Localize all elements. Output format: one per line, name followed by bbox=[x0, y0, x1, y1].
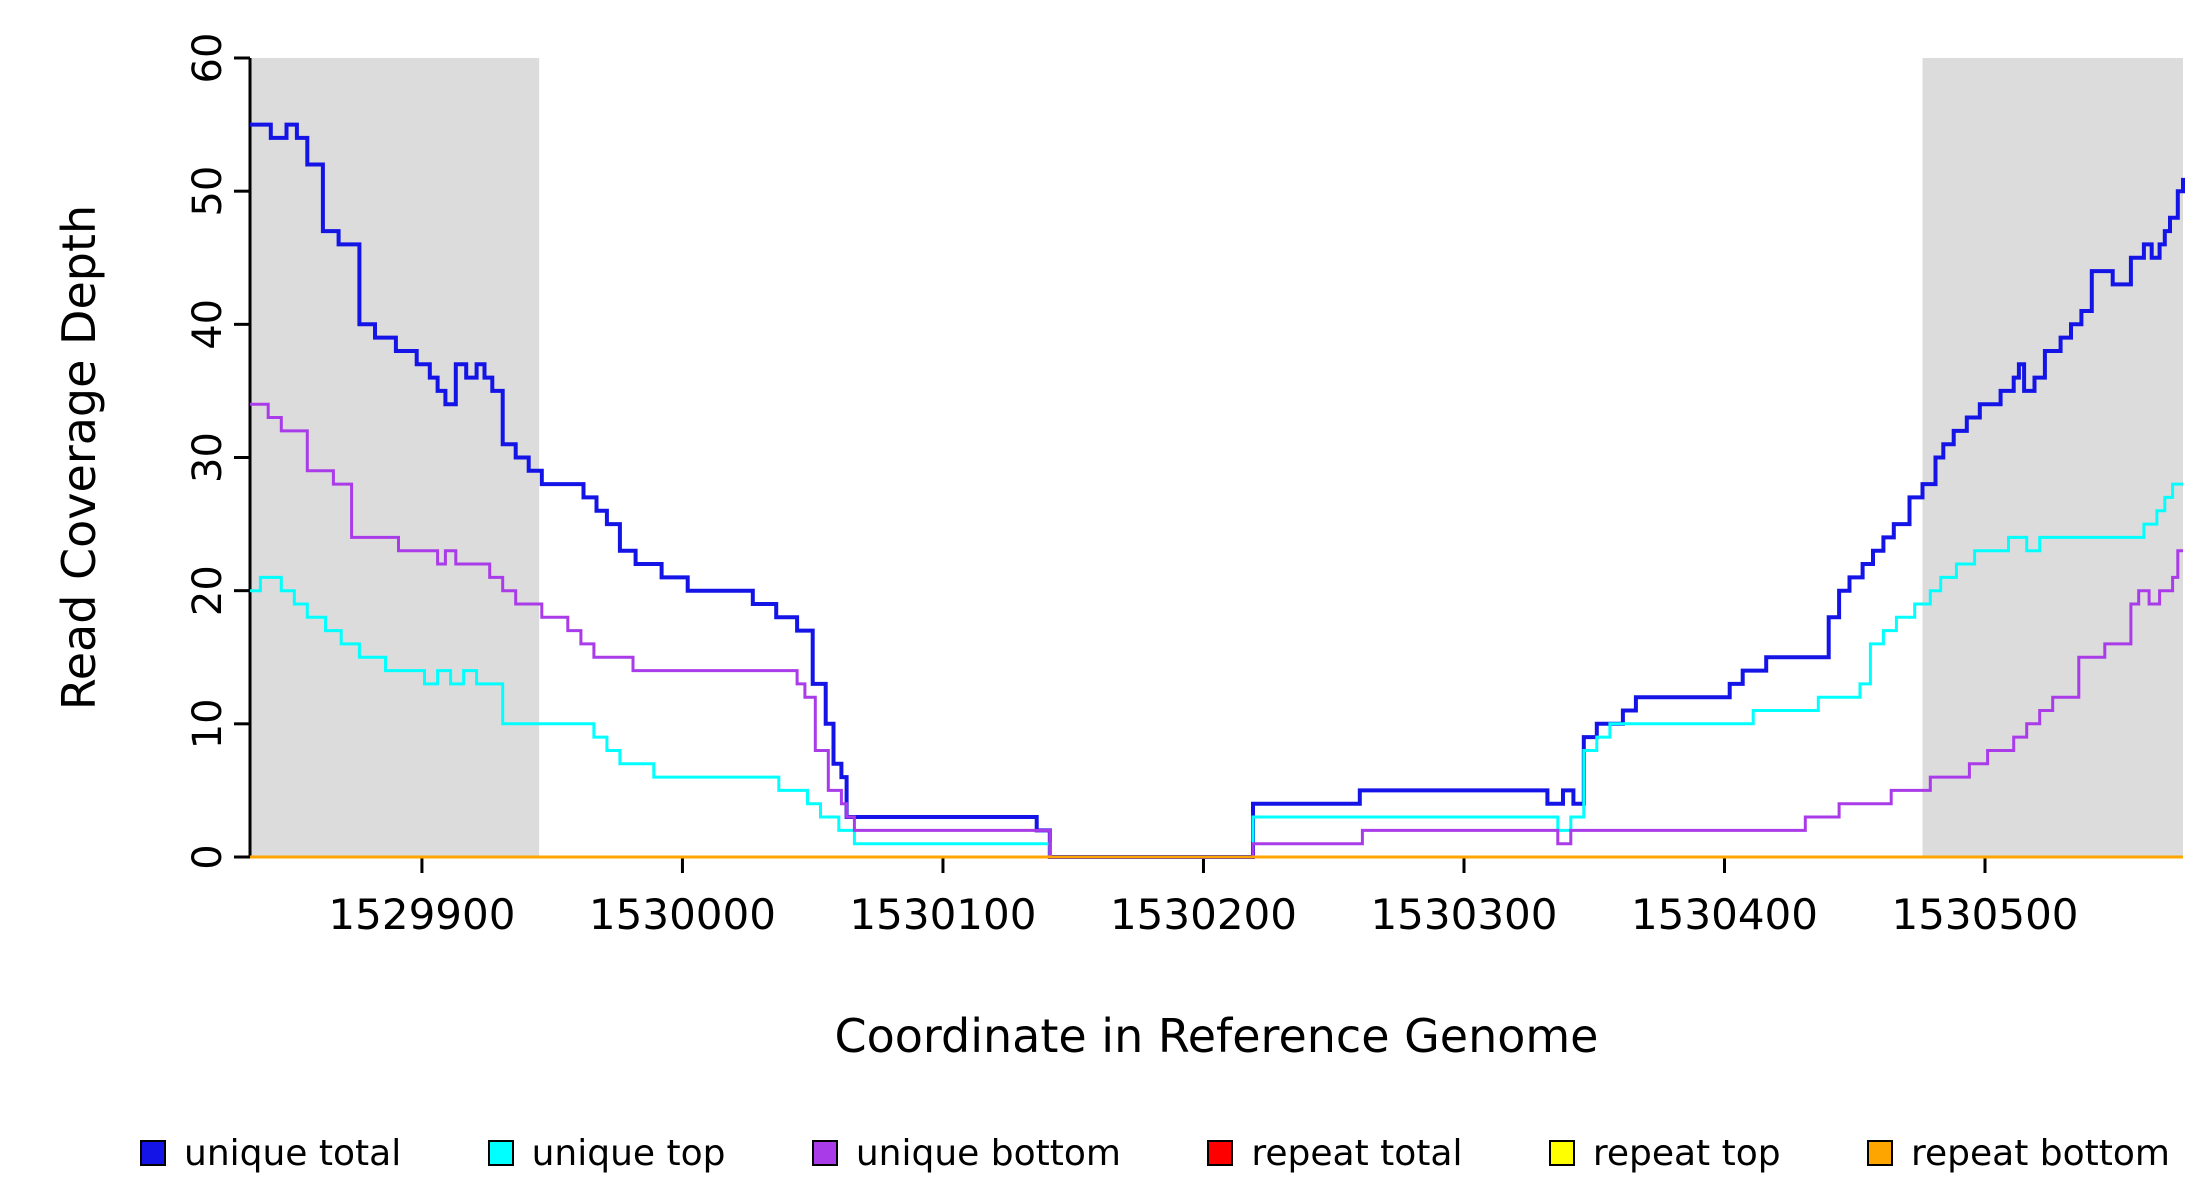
legend-item-repeat-total: repeat total bbox=[1207, 1133, 1462, 1174]
x-tick-label: 1530500 bbox=[1891, 890, 2078, 939]
legend-label: repeat total bbox=[1251, 1132, 1463, 1174]
legend-swatch bbox=[1207, 1140, 1234, 1166]
legend-label: repeat bottom bbox=[1910, 1132, 2170, 1174]
legend-swatch bbox=[1548, 1140, 1575, 1166]
y-tick-label: 40 bbox=[185, 299, 231, 350]
shaded-region-0 bbox=[250, 58, 540, 857]
legend-swatch bbox=[1866, 1140, 1893, 1166]
x-tick-label: 1530200 bbox=[1110, 890, 1297, 939]
y-tick-label: 60 bbox=[185, 33, 231, 84]
y-tick-label: 10 bbox=[185, 698, 231, 749]
series-unique-bottom bbox=[250, 402, 2183, 859]
series-unique-top bbox=[250, 482, 2183, 859]
legend-label: unique total bbox=[184, 1132, 402, 1174]
y-axis-title: Read Coverage Depth bbox=[52, 205, 106, 710]
legend-swatch bbox=[140, 1140, 166, 1166]
series-unique-total bbox=[250, 122, 2185, 859]
legend-item-unique-bottom: unique bottom bbox=[811, 1132, 1121, 1174]
y-tick-label: 30 bbox=[185, 432, 231, 483]
x-tick-label: 1529900 bbox=[328, 890, 515, 939]
legend-item-unique-total: unique total bbox=[140, 1133, 401, 1174]
y-tick-label: 50 bbox=[185, 166, 231, 217]
legend-item-repeat-top: repeat top bbox=[1548, 1132, 1781, 1174]
x-tick-label: 1530300 bbox=[1370, 890, 1557, 939]
legend-swatch bbox=[487, 1140, 514, 1166]
legend-item-repeat-bottom: repeat bottom bbox=[1866, 1132, 2170, 1174]
legend-label: unique top bbox=[531, 1132, 726, 1174]
x-tick-label: 1530400 bbox=[1631, 890, 1818, 939]
legend: unique total unique top unique bottom re… bbox=[140, 1118, 2170, 1188]
legend-swatch bbox=[811, 1140, 838, 1166]
x-tick-label: 1530000 bbox=[589, 890, 776, 939]
x-tick-label: 1530100 bbox=[849, 890, 1036, 939]
legend-label: repeat top bbox=[1592, 1132, 1781, 1174]
x-axis-title: Coordinate in Reference Genome bbox=[835, 1009, 1599, 1063]
legend-label: unique bottom bbox=[855, 1132, 1121, 1174]
y-tick-label: 0 bbox=[185, 844, 231, 869]
legend-item-unique-top: unique top bbox=[487, 1132, 726, 1174]
shaded-region-1 bbox=[1922, 58, 2183, 857]
y-tick-label: 20 bbox=[185, 565, 231, 616]
